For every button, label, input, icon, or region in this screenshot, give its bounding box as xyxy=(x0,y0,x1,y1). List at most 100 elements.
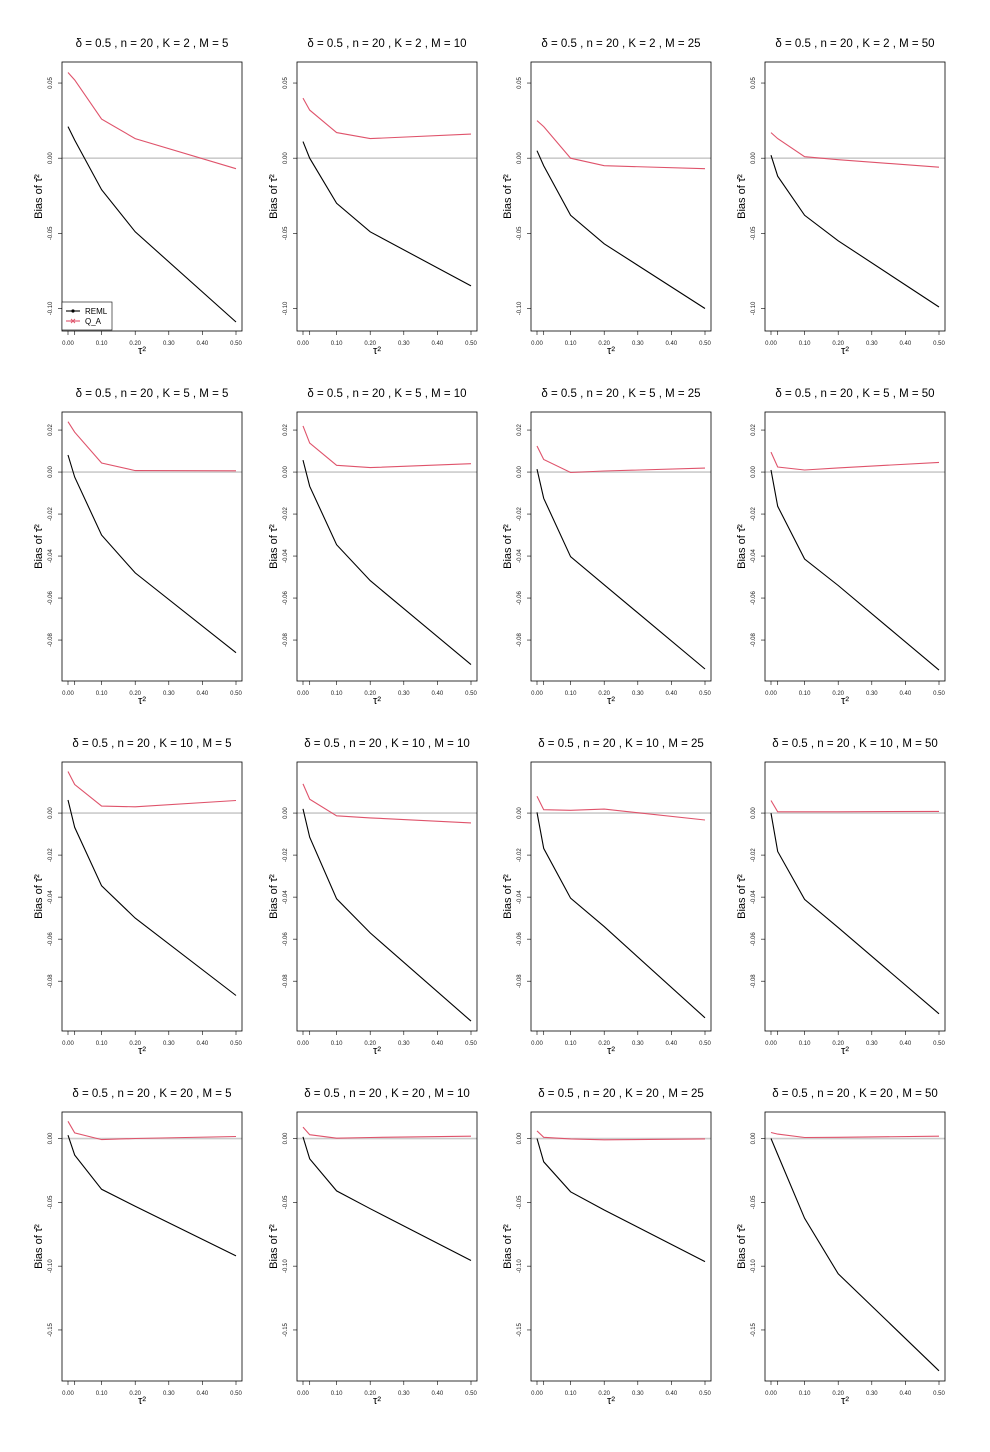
x-tick-label: 0.30 xyxy=(163,691,175,697)
panel-2: δ = 0.5 , n = 20 , K = 2 , M = 25 0.00 0.1… xyxy=(502,38,711,357)
y-tick-label: -0.04 xyxy=(48,549,54,563)
x-tick-label: 0.10 xyxy=(96,341,108,347)
x-tick-label: 0.40 xyxy=(197,341,209,347)
y-tick-label: -0.04 xyxy=(751,549,757,563)
series-line-reml xyxy=(67,1135,237,1257)
x-tick-label: 0.20 xyxy=(832,1391,844,1397)
y-tick-label: 0.05 xyxy=(48,77,54,89)
y-tick-label: 0.00 xyxy=(283,807,289,819)
x-axis-label: τ² xyxy=(138,345,146,357)
series-line-q-a xyxy=(770,451,940,471)
x-tick-label: 0.10 xyxy=(565,1391,577,1397)
x-axis-label: τ² xyxy=(841,695,849,707)
panel-title: δ = 0.5 , n = 20 , K = 10 , M = 10 xyxy=(304,738,470,750)
x-tick-label: 0.30 xyxy=(398,691,410,697)
y-tick-label: -0.04 xyxy=(283,890,289,904)
y-tick-label: 0.00 xyxy=(283,152,289,164)
panel-5: δ = 0.5 , n = 20 , K = 5 , M = 10 0.00 0.1… xyxy=(268,388,477,707)
y-tick-label: -0.06 xyxy=(751,591,757,605)
x-tick-label: 0.30 xyxy=(163,1391,175,1397)
x-axis-label: τ² xyxy=(607,345,615,357)
x-axis-label: τ² xyxy=(138,695,146,707)
y-tick-label: -0.04 xyxy=(517,890,523,904)
plot-frame xyxy=(530,761,712,1032)
x-tick-label: 0.40 xyxy=(666,1041,678,1047)
series-line-reml xyxy=(770,155,940,308)
x-tick-label: 0.50 xyxy=(933,1041,945,1047)
x-tick-label: 0.50 xyxy=(465,1391,477,1397)
x-tick-label: 0.10 xyxy=(331,691,343,697)
x-tick-label: 0.50 xyxy=(230,341,242,347)
x-tick-label: 0.00 xyxy=(62,341,74,347)
x-tick-label: 0.50 xyxy=(230,1391,242,1397)
panel-title: δ = 0.5 , n = 20 , K = 2 , M = 50 xyxy=(775,38,934,50)
x-tick-label: 0.00 xyxy=(531,1391,543,1397)
x-tick-label: 0.10 xyxy=(565,341,577,347)
x-tick-label: 0.00 xyxy=(62,1391,74,1397)
y-axis-label: Bias of τ̂² xyxy=(33,874,45,919)
plot-frame xyxy=(296,761,478,1032)
panel-0: δ = 0.5 , n = 20 , K = 2 , M = 5 0.00 0.10… xyxy=(33,38,242,357)
y-tick-label: -0.08 xyxy=(48,633,54,647)
panel-title: δ = 0.5 , n = 20 , K = 5 , M = 50 xyxy=(775,388,934,400)
x-tick-label: 0.20 xyxy=(832,691,844,697)
y-tick-label: -0.08 xyxy=(283,974,289,988)
y-tick-label: -0.10 xyxy=(283,1259,289,1273)
y-axis-label: Bias of τ̂² xyxy=(268,874,280,919)
y-tick-label: -0.06 xyxy=(517,591,523,605)
x-axis-label: τ² xyxy=(138,1045,146,1057)
x-tick-label: 0.50 xyxy=(230,691,242,697)
panel-8: δ = 0.5 , n = 20 , K = 10 , M = 5 0.00 0.1… xyxy=(33,738,242,1057)
panel-title: δ = 0.5 , n = 20 , K = 10 , M = 25 xyxy=(538,738,704,750)
x-tick-label: 0.30 xyxy=(866,341,878,347)
y-tick-label: -0.04 xyxy=(48,890,54,904)
x-tick-label: 0.20 xyxy=(832,1041,844,1047)
y-tick-label: -0.15 xyxy=(283,1322,289,1336)
x-tick-label: 0.20 xyxy=(364,1391,376,1397)
x-tick-label: 0.20 xyxy=(129,691,141,697)
y-tick-label: -0.05 xyxy=(517,1195,523,1209)
y-tick-label: 0.00 xyxy=(48,152,54,164)
plot-frame xyxy=(530,61,712,332)
series-line-q-a xyxy=(67,421,237,472)
y-tick-label: -0.04 xyxy=(283,549,289,563)
x-tick-label: 0.00 xyxy=(765,1391,777,1397)
plot-frame xyxy=(530,1111,712,1382)
panel-1: δ = 0.5 , n = 20 , K = 2 , M = 10 0.00 0.1… xyxy=(268,38,477,357)
series-line-q-a xyxy=(302,97,472,140)
x-tick-label: 0.50 xyxy=(465,691,477,697)
legend-box xyxy=(61,301,113,331)
y-tick-label: -0.10 xyxy=(517,301,523,315)
y-tick-label: 0.00 xyxy=(751,807,757,819)
panel-title: δ = 0.5 , n = 20 , K = 5 , M = 25 xyxy=(541,388,700,400)
x-tick-label: 0.40 xyxy=(666,691,678,697)
series-line-q-a xyxy=(302,1126,472,1139)
x-axis-label: τ² xyxy=(607,1045,615,1057)
x-tick-label: 0.00 xyxy=(765,341,777,347)
y-tick-label: -0.02 xyxy=(283,848,289,862)
x-tick-label: 0.40 xyxy=(900,341,912,347)
series-line-reml xyxy=(536,1138,706,1263)
x-tick-label: 0.10 xyxy=(96,1041,108,1047)
plot-frame xyxy=(61,61,243,332)
x-tick-label: 0.30 xyxy=(632,1041,644,1047)
x-tick-label: 0.40 xyxy=(666,341,678,347)
series-line-q-a xyxy=(67,1121,237,1141)
x-tick-label: 0.40 xyxy=(197,691,209,697)
series-line-q-a xyxy=(536,120,706,170)
x-tick-label: 0.50 xyxy=(933,691,945,697)
panel-title: δ = 0.5 , n = 20 , K = 20 , M = 25 xyxy=(538,1088,704,1100)
dot-marker-icon xyxy=(71,309,75,313)
y-tick-label: -0.06 xyxy=(751,932,757,946)
y-tick-label: -0.04 xyxy=(751,890,757,904)
x-tick-label: 0.00 xyxy=(531,691,543,697)
y-tick-label: 0.00 xyxy=(517,807,523,819)
y-axis-label: Bias of τ̂² xyxy=(736,1224,748,1269)
series-line-reml xyxy=(67,799,237,996)
panel-title: δ = 0.5 , n = 20 , K = 20 , M = 50 xyxy=(772,1088,938,1100)
x-tick-label: 0.40 xyxy=(900,1391,912,1397)
y-tick-label: -0.04 xyxy=(517,549,523,563)
panel-title: δ = 0.5 , n = 20 , K = 20 , M = 5 xyxy=(72,1088,231,1100)
y-tick-label: -0.02 xyxy=(751,848,757,862)
